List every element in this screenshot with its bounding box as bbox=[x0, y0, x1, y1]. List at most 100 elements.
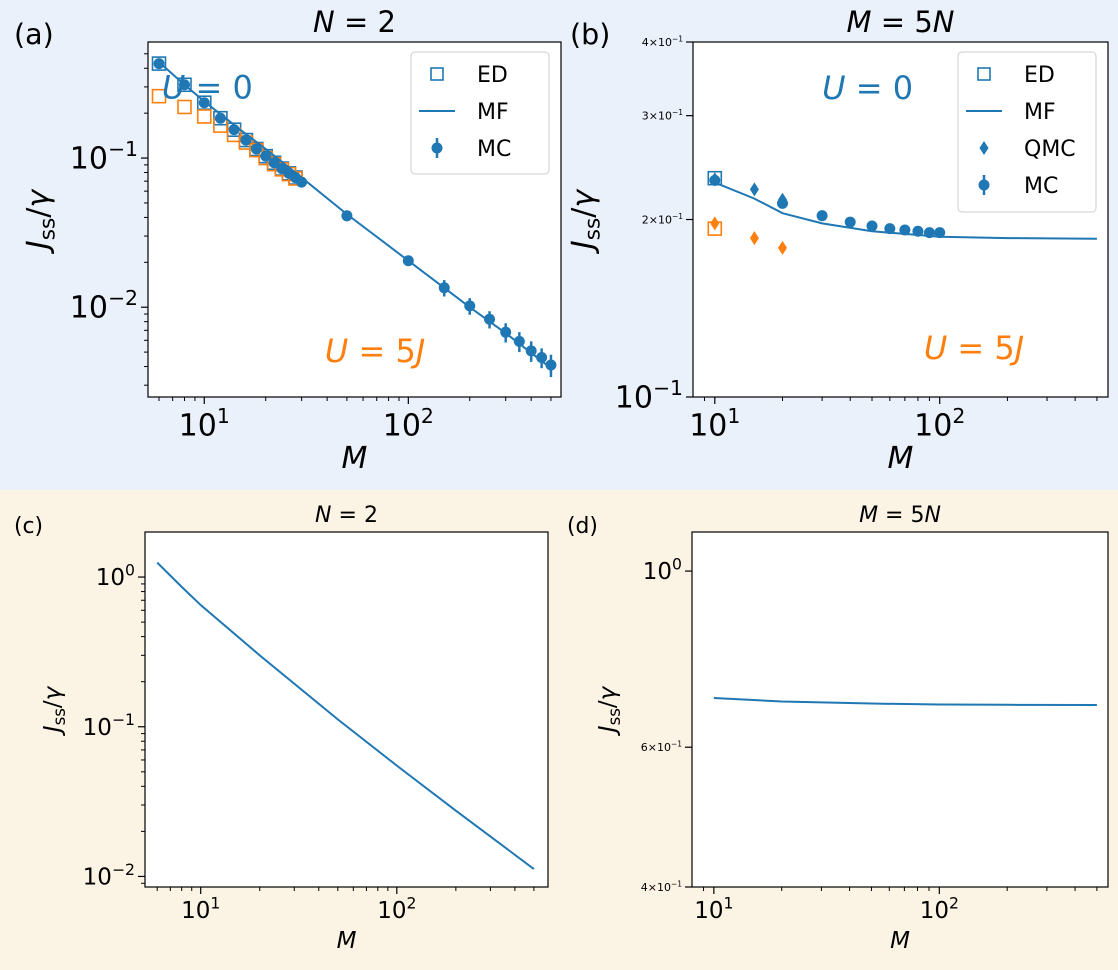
panel-title: N = 2 bbox=[315, 503, 378, 528]
mc-blue-point bbox=[866, 220, 878, 232]
plot-area bbox=[692, 532, 1108, 887]
mc-blue-point bbox=[777, 197, 789, 209]
mc-blue-point bbox=[884, 223, 896, 235]
y-tick-label: 10−2 bbox=[83, 860, 135, 891]
y-tick-label: 100 bbox=[96, 560, 135, 591]
x-tick-label: 102 bbox=[377, 893, 416, 924]
annotation: U = 5J bbox=[325, 332, 425, 370]
series-4-orange-point bbox=[778, 240, 788, 255]
mc-blue-point bbox=[214, 112, 226, 124]
ed-blue-point bbox=[151, 56, 167, 71]
mc-blue-point bbox=[153, 58, 165, 70]
mc-blue-point bbox=[268, 157, 280, 169]
y-tick-label: 10−1 bbox=[615, 376, 683, 416]
panel-label: (a) bbox=[14, 18, 54, 51]
annotation: U = 5J bbox=[924, 329, 1024, 367]
panel-title: M = 5N bbox=[847, 5, 955, 39]
series-0-blue-line bbox=[156, 561, 535, 870]
legend-marker bbox=[977, 67, 991, 81]
mc-blue-point bbox=[923, 227, 935, 239]
data-layer bbox=[707, 170, 1097, 255]
legend-marker bbox=[430, 67, 444, 81]
series-1-orange-point bbox=[177, 99, 192, 115]
y-axis-label: Jss/γ bbox=[595, 685, 624, 736]
axes-frame bbox=[147, 41, 562, 398]
mc-blue-point bbox=[709, 174, 721, 186]
mc-blue-point bbox=[240, 134, 252, 146]
panel-label: (d) bbox=[567, 514, 598, 539]
panel-title: N = 2 bbox=[313, 5, 396, 39]
mc-blue-point bbox=[438, 282, 450, 294]
mc-blue-point bbox=[912, 225, 924, 237]
x-axis-label: M bbox=[337, 928, 357, 954]
panel-label: (b) bbox=[570, 18, 610, 51]
x-tick-label: 101 bbox=[689, 404, 740, 444]
data-layer bbox=[151, 56, 557, 378]
series-0-blue-line bbox=[713, 697, 1097, 707]
mc-blue-point bbox=[899, 224, 911, 236]
series-1-orange-point bbox=[196, 109, 212, 124]
legend-marker bbox=[979, 141, 989, 155]
mc-blue-point bbox=[934, 227, 946, 239]
y-tick-label: 10−1 bbox=[70, 137, 138, 177]
y-axis-label: Jss/γ bbox=[40, 685, 69, 736]
mc-blue-point bbox=[341, 210, 353, 222]
mc-blue-point bbox=[402, 255, 414, 267]
y-tick-label: 10−1 bbox=[83, 710, 135, 741]
y-tick-label: 3×10−1 bbox=[642, 108, 683, 123]
plot-area bbox=[145, 532, 548, 887]
legend-label: ED bbox=[1024, 63, 1055, 88]
legend-box bbox=[957, 51, 1097, 213]
data-layer bbox=[713, 697, 1097, 707]
mc-blue-point bbox=[296, 176, 308, 188]
panel-c: 101 102 10−2 10−1 100 N = 2 M Jss/γ (c) bbox=[14, 503, 549, 954]
legend-label: MC bbox=[1024, 174, 1058, 199]
series-4-orange-point bbox=[749, 231, 759, 246]
x-tick-label: 102 bbox=[914, 404, 965, 444]
panel-title: M = 5N bbox=[859, 503, 941, 528]
legend: ED MF QMC MC bbox=[957, 51, 1097, 213]
mc-blue-point bbox=[536, 352, 548, 364]
x-tick-label: 102 bbox=[383, 404, 434, 444]
series-4-orange-point bbox=[710, 216, 720, 231]
mc-blue-point bbox=[525, 345, 537, 357]
mc-blue-point bbox=[228, 124, 240, 136]
mc-blue-point bbox=[198, 97, 210, 109]
mc-blue-point bbox=[513, 335, 525, 347]
mf-blue-line bbox=[714, 181, 1097, 240]
y-tick-label: 4×10−1 bbox=[641, 879, 682, 894]
axes-frame bbox=[691, 531, 1109, 888]
mc-blue-point bbox=[844, 216, 856, 228]
mc-blue-point bbox=[545, 359, 557, 371]
y-tick-label: 2×10−1 bbox=[642, 212, 683, 227]
y-tick-label: 4×10−1 bbox=[642, 34, 683, 49]
x-tick-label: 101 bbox=[694, 893, 733, 924]
qmc-blue-point bbox=[749, 182, 759, 197]
mc-blue-point bbox=[178, 79, 190, 91]
x-axis-label: M bbox=[342, 441, 368, 476]
legend-label: MF bbox=[1024, 100, 1056, 125]
panel-label: (c) bbox=[14, 514, 43, 539]
series-1-orange-point bbox=[151, 88, 167, 104]
x-axis-label: M bbox=[888, 441, 914, 476]
y-tick-label: 100 bbox=[643, 554, 682, 585]
data-layer bbox=[156, 561, 535, 870]
y-tick-label: 10−2 bbox=[70, 286, 138, 326]
legend-label: ED bbox=[477, 63, 508, 88]
x-tick-label: 101 bbox=[179, 404, 230, 444]
mc-blue-point bbox=[484, 313, 496, 325]
annotation: U = 0 bbox=[162, 69, 253, 107]
legend: ED MF MC bbox=[410, 51, 550, 175]
x-tick-label: 101 bbox=[181, 893, 220, 924]
axes-frame bbox=[144, 531, 549, 888]
x-tick-label: 102 bbox=[920, 893, 959, 924]
mc-blue-point bbox=[260, 150, 272, 162]
x-axis-label: M bbox=[890, 928, 910, 954]
ed-blue-point bbox=[177, 77, 192, 93]
mc-blue-point bbox=[500, 326, 512, 338]
mc-blue-point bbox=[250, 143, 262, 155]
legend-label: MC bbox=[477, 137, 511, 162]
